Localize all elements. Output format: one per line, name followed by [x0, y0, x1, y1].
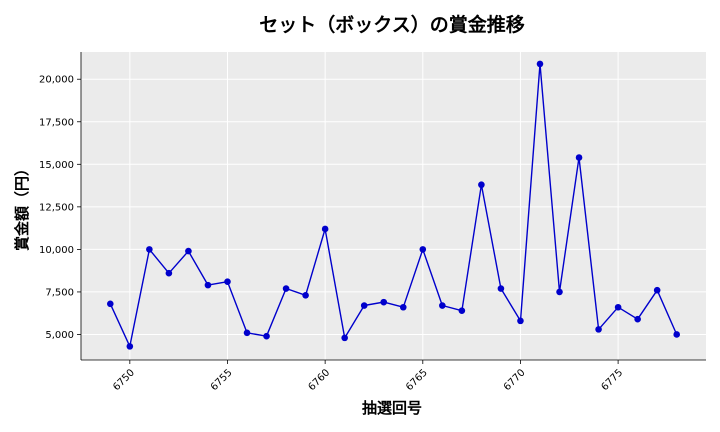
- data-point: [536, 60, 544, 68]
- y-tick-label: 15,000: [39, 160, 74, 171]
- data-point: [439, 302, 446, 309]
- x-tick-label: 6775: [599, 367, 625, 393]
- data-point: [517, 317, 524, 325]
- chart-title: セット（ボックス）の賞金推移: [259, 13, 524, 36]
- x-axis-label: 抽選回号: [362, 399, 422, 417]
- grid-layer: [81, 52, 706, 360]
- y-axis-label: 賞金額（円）: [13, 161, 31, 251]
- x-tick-label: 6765: [404, 367, 430, 393]
- data-point: [302, 292, 309, 299]
- y-tick-label: 7,500: [45, 287, 74, 298]
- x-tick-label: 6760: [306, 367, 332, 393]
- y-tick-label: 20,000: [39, 75, 74, 86]
- data-point: [224, 278, 231, 286]
- data-layer: [106, 60, 681, 350]
- data-point: [243, 329, 251, 337]
- data-point: [419, 246, 427, 253]
- data-point: [282, 285, 290, 292]
- data-point: [673, 331, 681, 338]
- data-point: [478, 181, 485, 189]
- y-tick-label: 10,000: [39, 245, 74, 256]
- plot-area: [81, 52, 706, 360]
- data-point: [321, 225, 329, 233]
- data-point: [263, 332, 270, 340]
- data-point: [165, 269, 173, 277]
- y-tick-label: 17,500: [39, 117, 74, 128]
- data-point: [497, 285, 505, 292]
- data-point: [575, 154, 583, 161]
- x-tick-label: 6750: [111, 367, 137, 393]
- data-point: [595, 326, 602, 333]
- data-point: [614, 303, 622, 311]
- y-tick-label: 5,000: [45, 330, 74, 341]
- data-point: [653, 286, 661, 294]
- x-tick-label: 6755: [209, 367, 235, 393]
- data-point: [458, 307, 466, 314]
- data-point: [204, 281, 212, 289]
- data-point: [634, 315, 641, 323]
- data-point: [399, 303, 407, 311]
- data-point: [556, 288, 563, 296]
- data-point: [106, 300, 114, 308]
- series-line: [109, 63, 678, 348]
- data-point: [185, 247, 192, 255]
- data-point: [146, 246, 153, 253]
- data-point: [126, 343, 134, 350]
- data-point: [341, 334, 348, 342]
- data-point: [380, 298, 388, 306]
- data-point: [360, 302, 368, 309]
- y-tick-label: 12,500: [39, 202, 74, 213]
- x-tick-label: 6770: [502, 367, 528, 393]
